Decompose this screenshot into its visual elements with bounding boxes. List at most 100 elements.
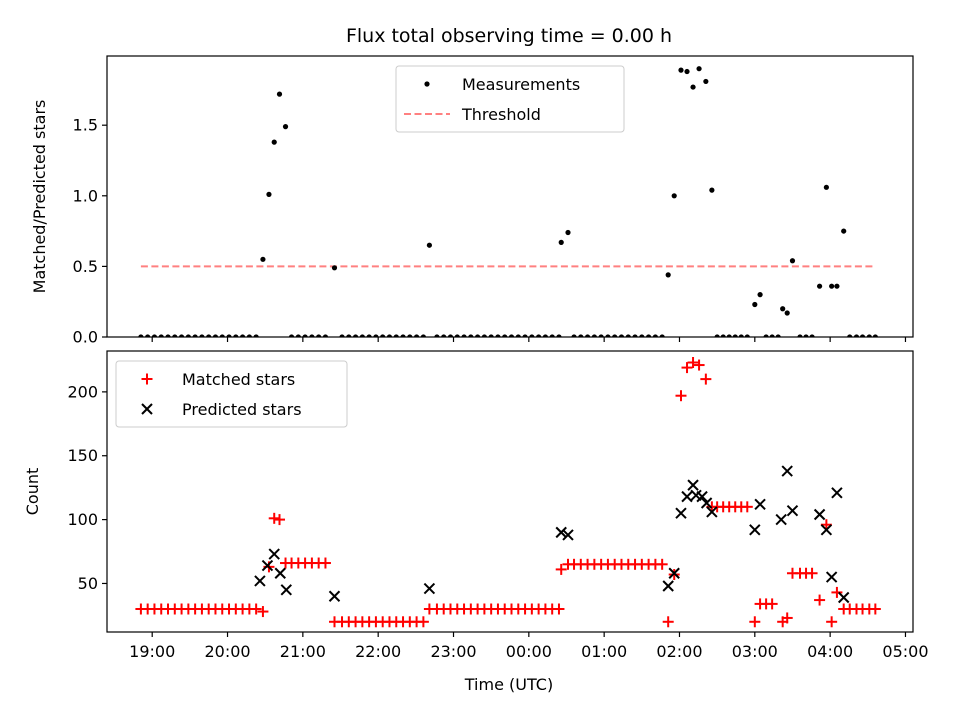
data-point <box>553 603 565 615</box>
marker-stroke <box>786 504 799 517</box>
data-point <box>558 239 564 245</box>
marker-stroke <box>775 513 787 526</box>
x-tick-label: 05:00 <box>882 642 928 661</box>
data-point <box>426 242 432 248</box>
axes-frame <box>106 350 914 633</box>
x-tick-label: 03:00 <box>732 642 778 661</box>
marker-stroke <box>831 487 843 499</box>
marker-stroke <box>675 507 687 519</box>
data-point <box>646 334 652 337</box>
data-point <box>254 575 266 587</box>
data-point <box>273 514 285 526</box>
data-point <box>738 334 744 337</box>
data-point <box>687 356 699 368</box>
series-predicted-stars <box>254 465 850 604</box>
data-point <box>841 228 847 234</box>
data-point <box>502 334 508 337</box>
data-point <box>786 504 799 517</box>
data-point <box>288 334 295 337</box>
chart-title: Flux total observing time = 0.00 h <box>346 25 672 47</box>
legend-label: Matched stars <box>182 370 295 389</box>
marker-stroke <box>555 526 567 539</box>
data-point <box>732 334 738 337</box>
data-point <box>434 334 440 337</box>
data-point <box>226 334 232 337</box>
data-point <box>797 334 803 337</box>
data-point <box>820 519 832 531</box>
marker-stroke <box>268 548 280 560</box>
marker-stroke <box>254 575 266 587</box>
data-point <box>639 334 645 337</box>
legend-entry: Measurements <box>424 75 580 94</box>
data-point <box>352 334 359 337</box>
data-point <box>696 66 702 72</box>
data-point <box>322 334 329 337</box>
marker-stroke <box>141 403 153 415</box>
data-point <box>700 373 712 385</box>
y-tick-label: 1.5 <box>73 116 98 135</box>
data-point <box>749 524 761 536</box>
data-point <box>393 334 399 337</box>
data-point <box>522 334 528 337</box>
data-point <box>158 334 164 337</box>
marker-stroke <box>328 590 341 602</box>
marker-stroke <box>813 508 826 521</box>
data-point <box>468 334 474 337</box>
data-point <box>257 606 269 618</box>
data-point <box>720 334 726 337</box>
y-tick-label: 200 <box>67 382 98 401</box>
data-point <box>424 81 430 87</box>
data-point <box>687 479 699 491</box>
data-point <box>233 334 239 337</box>
legend-frame <box>395 65 625 133</box>
data-point <box>829 283 835 289</box>
data-point <box>744 334 750 337</box>
series-layer <box>138 66 878 337</box>
data-point <box>656 558 668 570</box>
data-point <box>684 68 690 75</box>
data-point <box>266 191 272 197</box>
marker-stroke <box>274 567 286 579</box>
y-axis-label: Matched/Predicted stars <box>30 100 49 294</box>
data-point <box>825 571 838 583</box>
data-point <box>141 373 153 385</box>
ratio-panel: 0.0 0.5 1.0 1.5 Matched/Predicted stars Measu… <box>30 55 914 347</box>
data-point <box>820 524 833 536</box>
data-point <box>671 193 677 199</box>
data-point <box>309 334 315 337</box>
data-point <box>488 334 494 337</box>
data-point <box>565 229 571 236</box>
data-point <box>859 334 866 337</box>
data-point <box>555 526 567 539</box>
marker-stroke <box>825 571 838 583</box>
data-point <box>261 559 274 572</box>
marker-stroke <box>700 497 713 509</box>
data-point <box>246 334 252 337</box>
marker-stroke <box>696 490 708 503</box>
data-point <box>709 187 715 193</box>
x-tick-label: 23:00 <box>430 642 476 661</box>
data-point <box>536 334 542 337</box>
x-tick-label: 00:00 <box>506 642 552 661</box>
y-tick-label: 150 <box>67 446 98 465</box>
data-point <box>423 582 436 595</box>
data-point <box>407 334 413 337</box>
data-point <box>612 334 618 337</box>
series-matched-stars <box>135 356 881 628</box>
axes-frame <box>106 55 914 338</box>
data-point <box>834 283 840 289</box>
y-tick-label: 0.5 <box>73 257 98 276</box>
data-point <box>515 334 521 337</box>
data-point <box>380 334 386 337</box>
data-point <box>529 334 535 337</box>
data-point <box>784 310 790 316</box>
data-point <box>302 334 308 337</box>
data-point <box>185 334 191 337</box>
data-point <box>598 334 604 337</box>
data-point <box>775 513 787 526</box>
legend: Matched stars Predicted stars <box>115 360 348 428</box>
legend-entry: Predicted stars <box>141 400 302 419</box>
marker-stroke <box>837 591 850 604</box>
data-point <box>652 334 658 337</box>
